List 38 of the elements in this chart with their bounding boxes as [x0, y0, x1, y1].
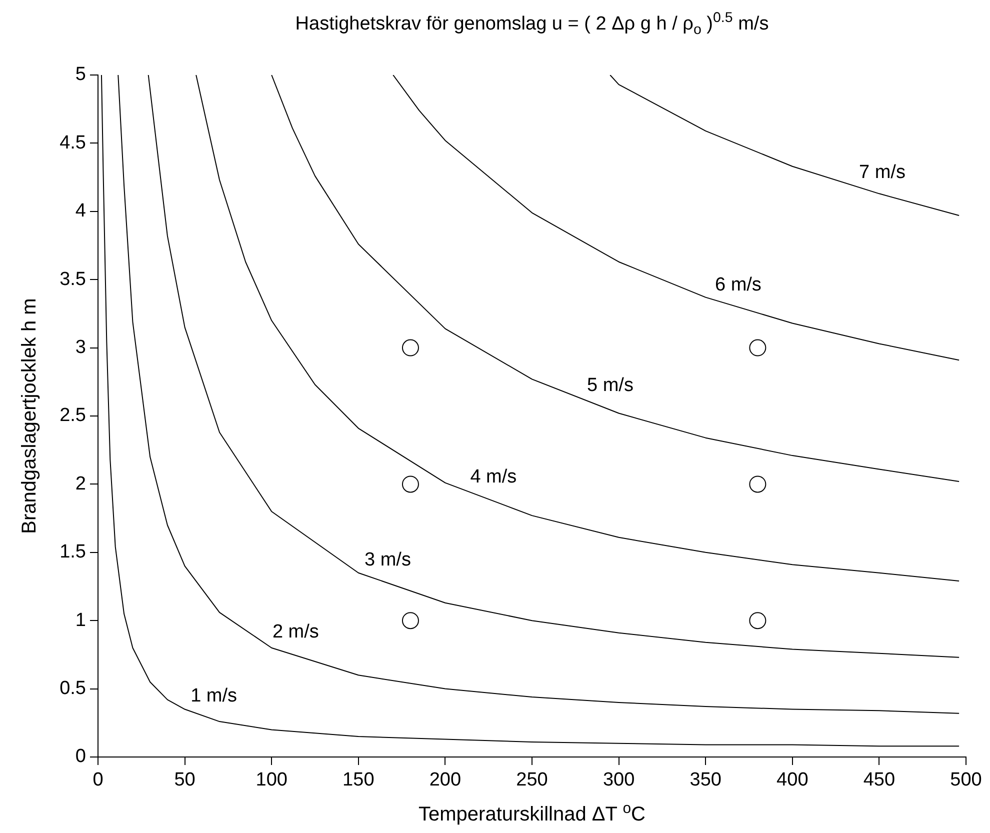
y-tick-label: 5	[75, 64, 86, 86]
x-axis-title: Temperaturskillnad ΔT $^{o}$C	[418, 800, 646, 827]
y-tick-label: 0.5	[60, 678, 86, 700]
point	[402, 612, 419, 630]
x-tick-label: 450	[863, 770, 896, 791]
y-tick-label: 2	[75, 473, 86, 494]
x-tick-label: 500	[950, 770, 982, 791]
point	[402, 339, 419, 356]
series-label: 4 m/s	[470, 466, 517, 488]
y-tick-label: 3	[75, 337, 86, 358]
x-tick-label: 0	[92, 770, 104, 791]
x-tick-label: 300	[602, 770, 635, 791]
y-tick-label: 4.5	[60, 132, 86, 154]
point	[749, 476, 766, 493]
x-tick-label: 250	[516, 770, 548, 791]
x-tick-label: 50	[174, 770, 196, 791]
series-label: 5 m/s	[587, 374, 634, 396]
x-tick-label: 350	[690, 770, 722, 791]
x-tick-label: 200	[429, 770, 462, 791]
y-tick-label: 2.5	[60, 405, 86, 426]
x-tick-label: 150	[342, 770, 374, 791]
y-tick-label: 1	[75, 610, 86, 631]
series-label: 2 m/s	[272, 621, 319, 642]
y-tick-label: 4	[75, 200, 86, 222]
series-label: 7 m/s	[859, 162, 906, 183]
series-label: 1 m/s	[190, 686, 238, 707]
point	[402, 476, 419, 493]
y-axis-title: Brandgaslagertjocklek h m	[18, 298, 42, 534]
y-tick-label: 1.5	[60, 542, 86, 563]
series-label: 6 m/s	[714, 274, 762, 296]
point	[749, 339, 766, 356]
x-tick-label: 400	[776, 770, 808, 791]
x-tick-label: 100	[256, 770, 288, 791]
chart-title: Hastighetskrav för genomslag u = ( 2 Δρ g h / ρ$_{o}$ )$^{0.5}$ m/s	[295, 10, 769, 38]
series-label: 3 m/s	[364, 549, 411, 570]
point	[749, 612, 766, 630]
y-tick-label: 0	[75, 746, 86, 768]
y-tick-label: 3.5	[60, 268, 86, 290]
